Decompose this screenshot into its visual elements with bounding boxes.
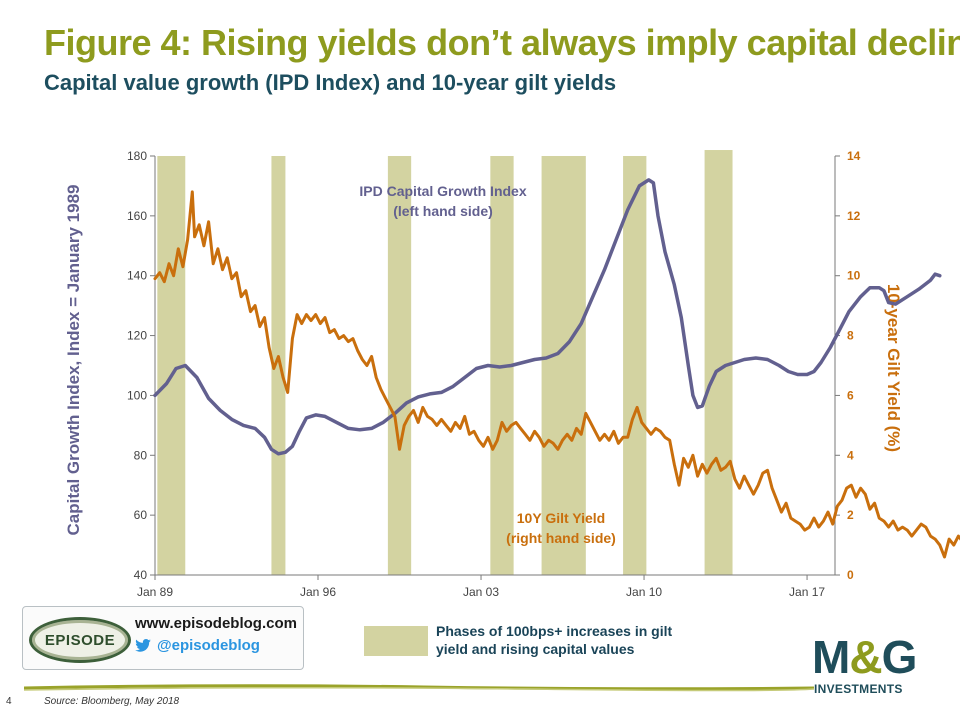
y-left-tick-label: 140 xyxy=(127,269,147,283)
phase-band-3 xyxy=(387,156,412,575)
x-tick-label: Jan 17 xyxy=(789,585,825,599)
episode-logo: EPISODE xyxy=(29,617,131,663)
source-note: Source: Bloomberg, May 2018 xyxy=(44,696,180,707)
page-subtitle: Capital value growth (IPD Index) and 10-… xyxy=(44,70,617,95)
y-left-tick-label: 100 xyxy=(127,388,147,402)
twitter-link[interactable]: @episodeblog xyxy=(135,637,260,654)
website-link[interactable]: www.episodeblog.com xyxy=(135,615,297,632)
page-number: 4 xyxy=(6,696,12,707)
x-tick-label: Jan 96 xyxy=(300,585,336,599)
chart-annotations: IPD Capital Growth Index (left hand side)… xyxy=(359,183,615,546)
y-left-tick-label: 120 xyxy=(127,329,147,343)
phase-band-5 xyxy=(541,156,586,575)
y-left-tick-label: 40 xyxy=(134,568,148,582)
mg-logo: M&G xyxy=(812,631,918,683)
phase-band-2 xyxy=(271,156,286,575)
annotation-ipd-side: (left hand side) xyxy=(393,203,493,219)
mg-logo-m: M xyxy=(812,631,850,683)
annotation-ipd-title: IPD Capital Growth Index xyxy=(359,183,526,199)
y-right-tick-label: 12 xyxy=(847,209,861,223)
y-left-tick-label: 180 xyxy=(127,149,147,163)
footer-divider xyxy=(24,684,814,692)
episode-brand-box: EPISODE www.episodeblog.com @episodeblog xyxy=(22,606,304,670)
y-right-tick-label: 4 xyxy=(847,448,854,462)
y-right-tick-label: 0 xyxy=(847,568,854,582)
y-right-tick-label: 6 xyxy=(847,388,854,402)
phase-band-7 xyxy=(704,150,733,575)
twitter-bird-icon xyxy=(135,639,151,652)
y-right-tick-label: 14 xyxy=(847,149,861,163)
y-left-tick-label: 60 xyxy=(134,508,148,522)
x-tick-label: Jan 03 xyxy=(463,585,499,599)
chart-axes: 40 60 80 100 120 140 160 180 0 2 4 6 8 10 12 14 Jan 89 Ja… xyxy=(127,149,861,599)
gilt-yield-line xyxy=(153,190,960,559)
annotation-gilt-title: 10Y Gilt Yield xyxy=(517,510,605,526)
mg-logo-ampersand: & xyxy=(849,631,882,683)
episode-logo-text: EPISODE xyxy=(44,631,116,649)
y-right-tick-label: 2 xyxy=(847,508,854,522)
phase-band-6 xyxy=(623,156,647,575)
page-title: Figure 4: Rising yields don’t always imp… xyxy=(44,22,960,63)
ipd-capital-growth-line xyxy=(153,178,942,456)
y-left-tick-label: 160 xyxy=(127,209,147,223)
legend-label: Phases of 100bps+ increases in gilt yiel… xyxy=(436,623,673,657)
y-right-tick-label: 10 xyxy=(847,269,861,283)
x-tick-label: Jan 89 xyxy=(137,585,173,599)
legend-swatch xyxy=(364,626,428,656)
chart-series xyxy=(153,178,960,559)
x-tick-label: Jan 10 xyxy=(626,585,662,599)
twitter-handle: @episodeblog xyxy=(157,637,260,654)
mg-tagline: INVESTMENTS xyxy=(814,682,903,696)
annotation-gilt-side: (right hand side) xyxy=(506,530,616,546)
y-left-tick-label: 80 xyxy=(134,448,148,462)
mg-logo-g: G xyxy=(881,631,918,683)
y-right-tick-label: 8 xyxy=(847,329,854,343)
